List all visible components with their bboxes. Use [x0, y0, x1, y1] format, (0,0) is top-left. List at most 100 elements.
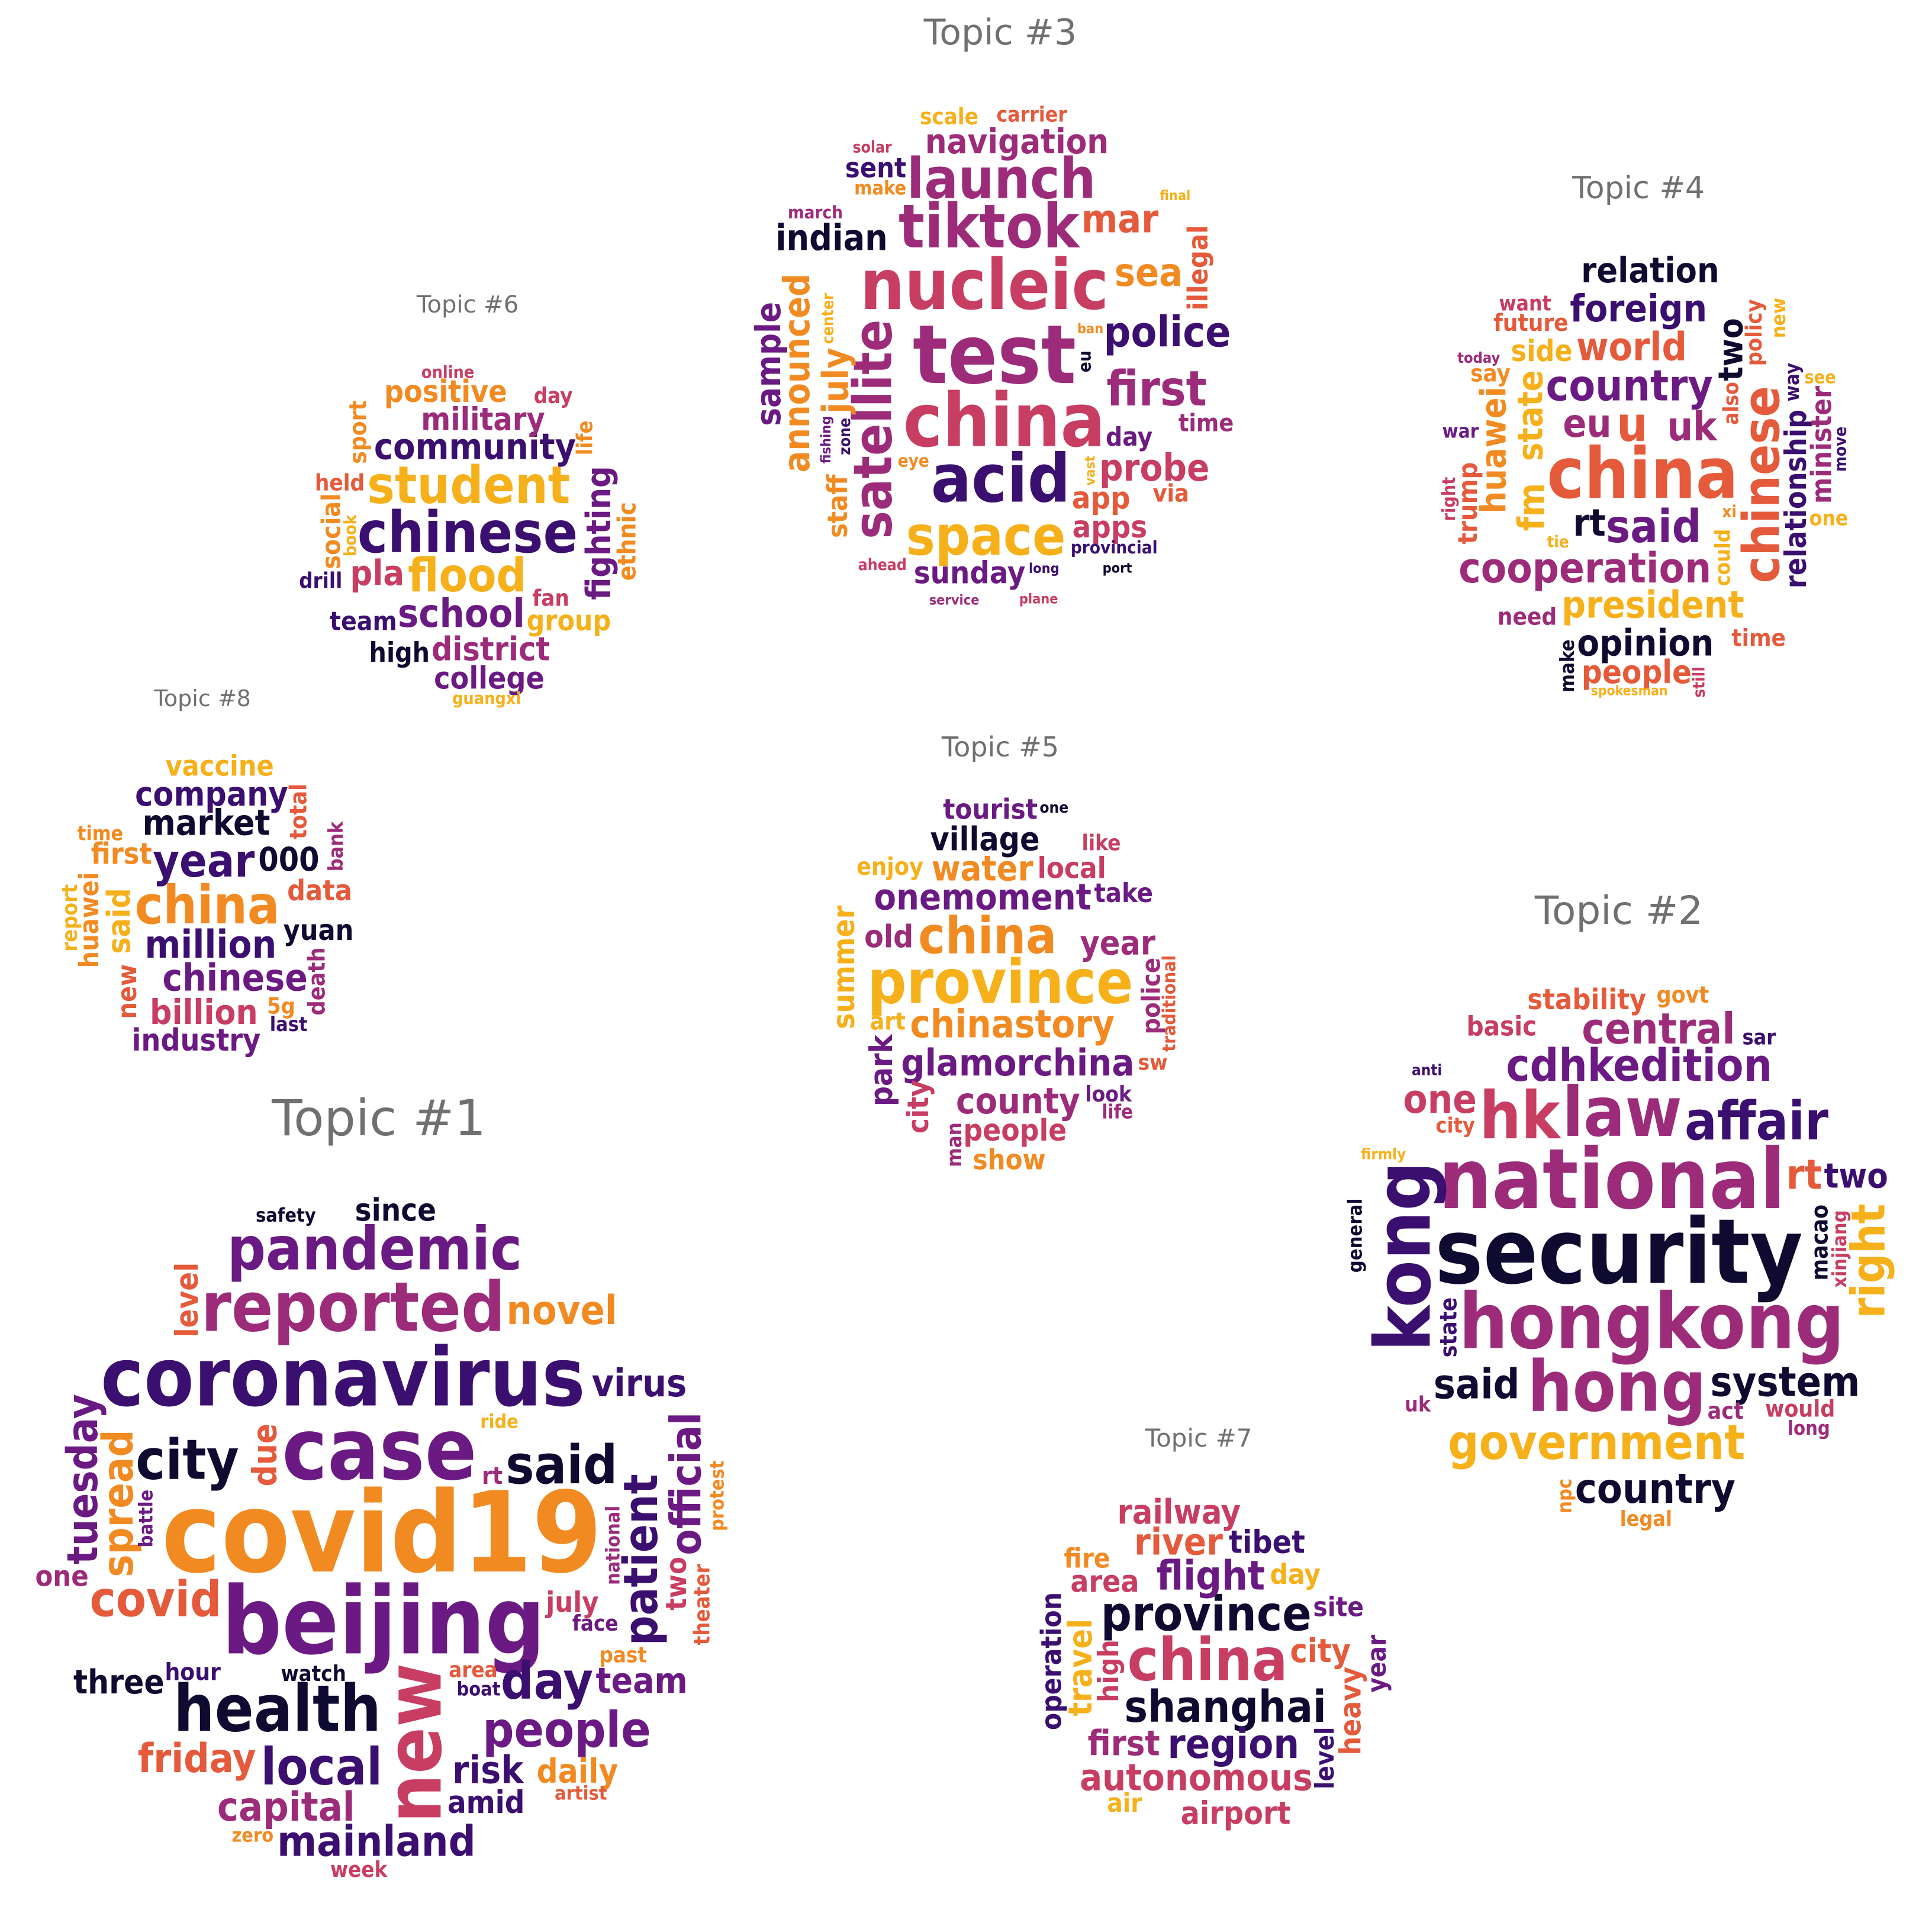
word-man: man [943, 1122, 967, 1167]
word-enjoy: enjoy [856, 852, 923, 881]
word-shanghai: shanghai [1124, 1682, 1326, 1732]
word-two: two [660, 1557, 693, 1611]
word-theater: theater [690, 1564, 715, 1645]
word-stability: stability [1527, 983, 1646, 1016]
word-billion: billion [150, 992, 258, 1032]
word-china: china [903, 377, 1106, 463]
word-battle: battle [134, 1490, 157, 1548]
word-police: police [1137, 958, 1167, 1035]
word-year: year [1080, 923, 1155, 962]
word-first: first [91, 837, 152, 871]
word-traditional: traditional [1159, 955, 1180, 1052]
word-social: social [317, 493, 347, 569]
word-art: art [870, 1007, 905, 1036]
word-provincial: provincial [1071, 537, 1158, 558]
word-right: right [1841, 1204, 1896, 1319]
word-service: service [929, 592, 980, 608]
word-life: life [572, 420, 598, 455]
word-boat: boat [456, 1678, 500, 1701]
word-space: space [906, 504, 1065, 568]
word-look: look [1085, 1081, 1132, 1107]
word-said: said [1434, 1361, 1520, 1409]
word-chinese: chinese [162, 956, 308, 1000]
word-region: region [1167, 1721, 1299, 1768]
word-relation: relation [1581, 250, 1720, 291]
word-fm: fm [1511, 483, 1553, 531]
word-people: people [963, 1113, 1067, 1148]
word-move: move [1831, 427, 1850, 472]
word-firmly: firmly [1361, 1146, 1406, 1164]
word-life: life [1102, 1100, 1133, 1123]
word-drill: drill [299, 568, 342, 594]
word-patient: patient [614, 1474, 668, 1645]
word-uk: uk [1667, 404, 1718, 450]
word-flight: flight [1157, 1553, 1265, 1599]
word-system: system [1710, 1358, 1860, 1406]
word-policy: policy [1741, 299, 1767, 366]
word-death: death [304, 947, 331, 1015]
word-million: million [144, 923, 276, 967]
word-military: military [421, 401, 545, 437]
word-vaccine: vaccine [166, 749, 274, 782]
word-chinese: chinese [358, 500, 578, 566]
word-pla: pla [350, 553, 404, 594]
word-right: right [1439, 477, 1460, 521]
word-rt: rt [1786, 1151, 1822, 1199]
topic-4-title: Topic #4 [1572, 170, 1705, 206]
word-novel: novel [507, 1287, 617, 1334]
word-flood: flood [408, 548, 526, 603]
word-tiktok: tiktok [899, 192, 1081, 262]
word-national: national [602, 1506, 624, 1585]
word-acid: acid [931, 440, 1071, 518]
topic-8-cloud: china year million chinese market billion comp… [41, 740, 373, 1071]
word-rt: rt [1573, 501, 1605, 545]
word-carrier: carrier [997, 102, 1068, 127]
word-announced: announced [777, 273, 818, 472]
word-july: july [545, 1586, 598, 1619]
word-high: high [1093, 1640, 1125, 1702]
word-eu: eu [1563, 401, 1611, 446]
word-china: china [918, 906, 1057, 965]
word-since: since [355, 1193, 436, 1229]
word-year: year [1363, 1634, 1392, 1692]
word-area: area [1070, 1564, 1139, 1600]
word-team: team [596, 1660, 688, 1702]
word-5g: 5g [267, 993, 295, 1019]
word-travel: travel [1061, 1619, 1099, 1716]
word-one: one [1403, 1076, 1476, 1122]
word-area: area [449, 1657, 497, 1683]
word-want: want [1499, 292, 1551, 316]
word-guangxi: guangxi [452, 688, 521, 708]
word-would: would [1765, 1396, 1835, 1423]
word-000: 000 [258, 840, 319, 878]
word-foreign: foreign [1570, 286, 1707, 330]
word-ethnic: ethnic [612, 502, 641, 581]
word-plane: plane [1019, 591, 1058, 607]
word-show: show [973, 1144, 1045, 1177]
word-city: city [136, 1428, 239, 1492]
word-autonomous: autonomous [1080, 1756, 1313, 1799]
word-central: central [1582, 1004, 1735, 1054]
topic-7-cloud: china province shanghai flight region autonom… [1024, 1474, 1392, 1847]
word-three: three [73, 1663, 165, 1702]
word-risk: risk [452, 1749, 524, 1793]
word-launch: launch [907, 146, 1096, 211]
word-minister: minister [1806, 386, 1838, 504]
word-could: could [1711, 529, 1735, 587]
word-cooperation: cooperation [1458, 544, 1711, 592]
word-past: past [599, 1642, 646, 1667]
topic-5-cloud: province china chinastory glamorchina onemom… [811, 787, 1190, 1178]
word-long: long [1029, 560, 1060, 577]
word-scale: scale [920, 104, 978, 130]
word-hour: hour [165, 1658, 221, 1686]
word-yuan: yuan [284, 914, 354, 947]
word-port: port [1103, 560, 1132, 577]
word-high: high [369, 637, 430, 669]
word-site: site [1313, 1592, 1364, 1623]
word-province: province [868, 948, 1134, 1018]
word-state: state [1509, 370, 1550, 461]
word-apps: apps [1073, 510, 1148, 545]
word-people: people [1582, 653, 1692, 691]
